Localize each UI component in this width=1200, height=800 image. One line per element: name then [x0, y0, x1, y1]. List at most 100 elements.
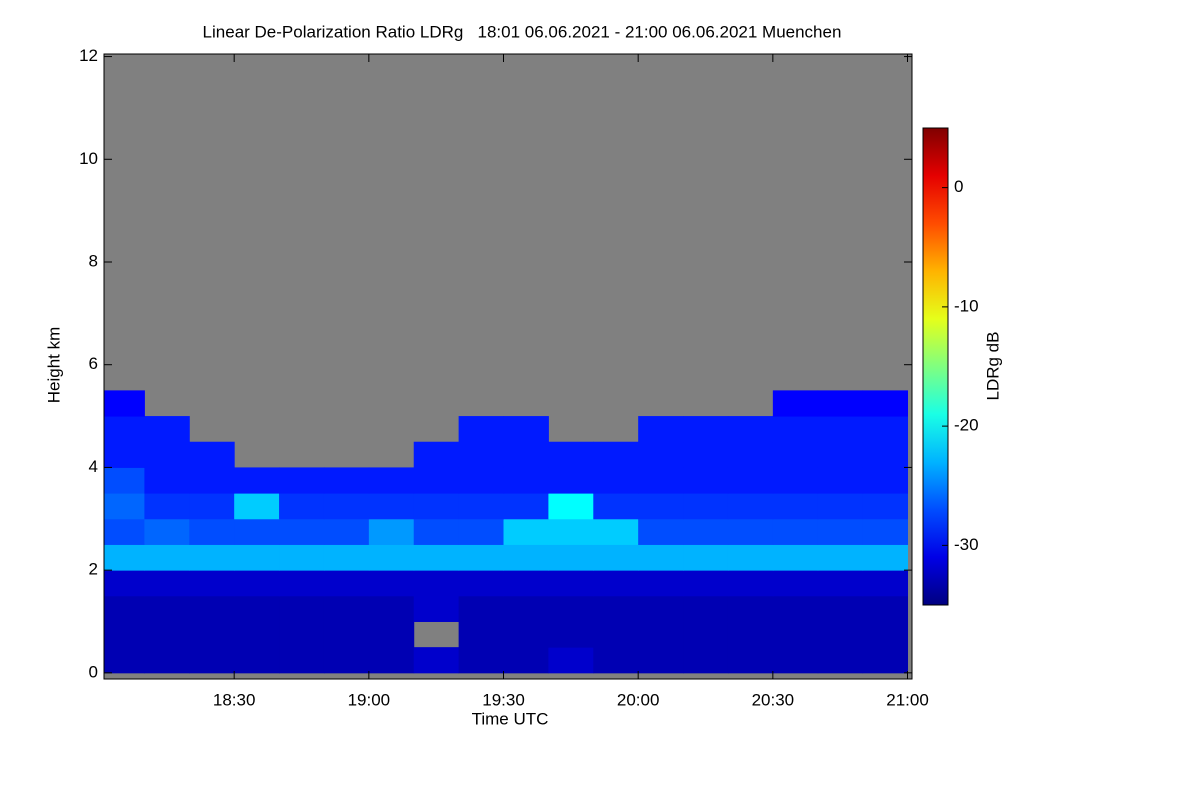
- heatmap-cell: [323, 570, 370, 597]
- heatmap-cell: [727, 570, 774, 597]
- heatmap-cell: [503, 570, 549, 597]
- heatmap-cell: [817, 647, 864, 674]
- heatmap-cell: [368, 467, 415, 494]
- heatmap-cell: [638, 621, 684, 648]
- heatmap-cell: [234, 647, 280, 674]
- heatmap-cell: [189, 518, 235, 545]
- heatmap-cell: [234, 493, 280, 520]
- heatmap-cell: [144, 518, 190, 545]
- heatmap-cell: [323, 595, 370, 622]
- heatmap-cell: [772, 390, 819, 417]
- colorbar-tick-label: -20: [954, 416, 979, 435]
- heatmap-cell: [862, 570, 909, 597]
- heatmap-cell: [817, 493, 864, 520]
- colorbar-tick-label: 0: [954, 177, 963, 196]
- heatmap-cell: [727, 416, 774, 443]
- heatmap-cell: [683, 647, 729, 674]
- heatmap-cell: [413, 493, 460, 520]
- heatmap-cell: [144, 570, 190, 597]
- heatmap-cell: [279, 570, 325, 597]
- heatmap-cell: [323, 518, 370, 545]
- heatmap-cell: [683, 621, 729, 648]
- heatmap-cell: [817, 441, 864, 468]
- heatmap-cell: [368, 570, 415, 597]
- heatmap-cell: [638, 441, 684, 468]
- y-tick-label: 4: [89, 457, 98, 476]
- heatmap-cell: [144, 621, 190, 648]
- heatmap-cell: [234, 467, 280, 494]
- heatmap-cell: [144, 416, 190, 443]
- heatmap-cell: [862, 441, 909, 468]
- heatmap-cell: [234, 544, 280, 571]
- heatmap-cell: [144, 441, 190, 468]
- heatmap-cell: [279, 595, 325, 622]
- heatmap-cell: [368, 544, 415, 571]
- heatmap-cell: [638, 647, 684, 674]
- heatmap-cell: [368, 518, 415, 545]
- heatmap-cell: [503, 621, 549, 648]
- heatmap-cell: [144, 647, 190, 674]
- heatmap-cell: [323, 467, 370, 494]
- heatmap-cell: [683, 416, 729, 443]
- heatmap-cell: [413, 647, 460, 674]
- heatmap-cell: [458, 595, 505, 622]
- heatmap-cell: [727, 441, 774, 468]
- heatmap-cell: [548, 493, 594, 520]
- heatmap-cell: [458, 493, 505, 520]
- heatmap-cell: [368, 647, 415, 674]
- colorbar-tick-label: -10: [954, 296, 979, 315]
- heatmap-cell: [279, 647, 325, 674]
- heatmap-cell: [413, 441, 460, 468]
- heatmap-cell: [458, 544, 505, 571]
- heatmap-cell: [503, 467, 549, 494]
- heatmap-cell: [189, 647, 235, 674]
- heatmap-cell: [548, 544, 594, 571]
- heatmap-cell: [727, 467, 774, 494]
- heatmap-cell: [104, 518, 145, 545]
- heatmap-cell: [772, 493, 819, 520]
- heatmap-cell: [234, 595, 280, 622]
- heatmap-cell: [279, 493, 325, 520]
- y-tick-label: 6: [89, 354, 98, 373]
- heatmap-cell: [772, 544, 819, 571]
- heatmap-cell: [413, 595, 460, 622]
- heatmap-cell: [817, 570, 864, 597]
- chart-title: Linear De-Polarization Ratio LDRg 18:01 …: [203, 22, 842, 41]
- heatmap-cell: [683, 441, 729, 468]
- heatmap-cell: [727, 595, 774, 622]
- heatmap-cell: [817, 467, 864, 494]
- heatmap-cell: [727, 493, 774, 520]
- heatmap-cell: [772, 595, 819, 622]
- heatmap-cell: [144, 467, 190, 494]
- heatmap-cell: [189, 595, 235, 622]
- heatmap-cell: [413, 518, 460, 545]
- heatmap-cell: [104, 647, 145, 674]
- heatmap-cell: [548, 621, 594, 648]
- heatmap-cell: [817, 595, 864, 622]
- heatmap-cell: [862, 467, 909, 494]
- heatmap-cell: [683, 595, 729, 622]
- heatmap-cell: [548, 570, 594, 597]
- heatmap-cell: [638, 570, 684, 597]
- heatmap-cell: [104, 390, 145, 417]
- heatmap-cell: [323, 647, 370, 674]
- y-tick-label: 8: [89, 251, 98, 270]
- x-tick-label: 20:00: [617, 690, 660, 709]
- heatmap-cell: [727, 544, 774, 571]
- heatmap-cell: [593, 647, 639, 674]
- heatmap-cell: [189, 441, 235, 468]
- heatmap-cell: [548, 595, 594, 622]
- heatmap-cell: [144, 595, 190, 622]
- heatmap-cell: [503, 595, 549, 622]
- y-tick-label: 12: [79, 46, 98, 65]
- heatmap-cell: [772, 416, 819, 443]
- heatmap-cell: [503, 441, 549, 468]
- heatmap-cell: [817, 390, 864, 417]
- heatmap-cell: [279, 518, 325, 545]
- heatmap-cell: [862, 390, 909, 417]
- heatmap-cell: [104, 595, 145, 622]
- heatmap-cell: [683, 570, 729, 597]
- heatmap-cell: [413, 570, 460, 597]
- heatmap-cell: [104, 416, 145, 443]
- heatmap-cell: [279, 467, 325, 494]
